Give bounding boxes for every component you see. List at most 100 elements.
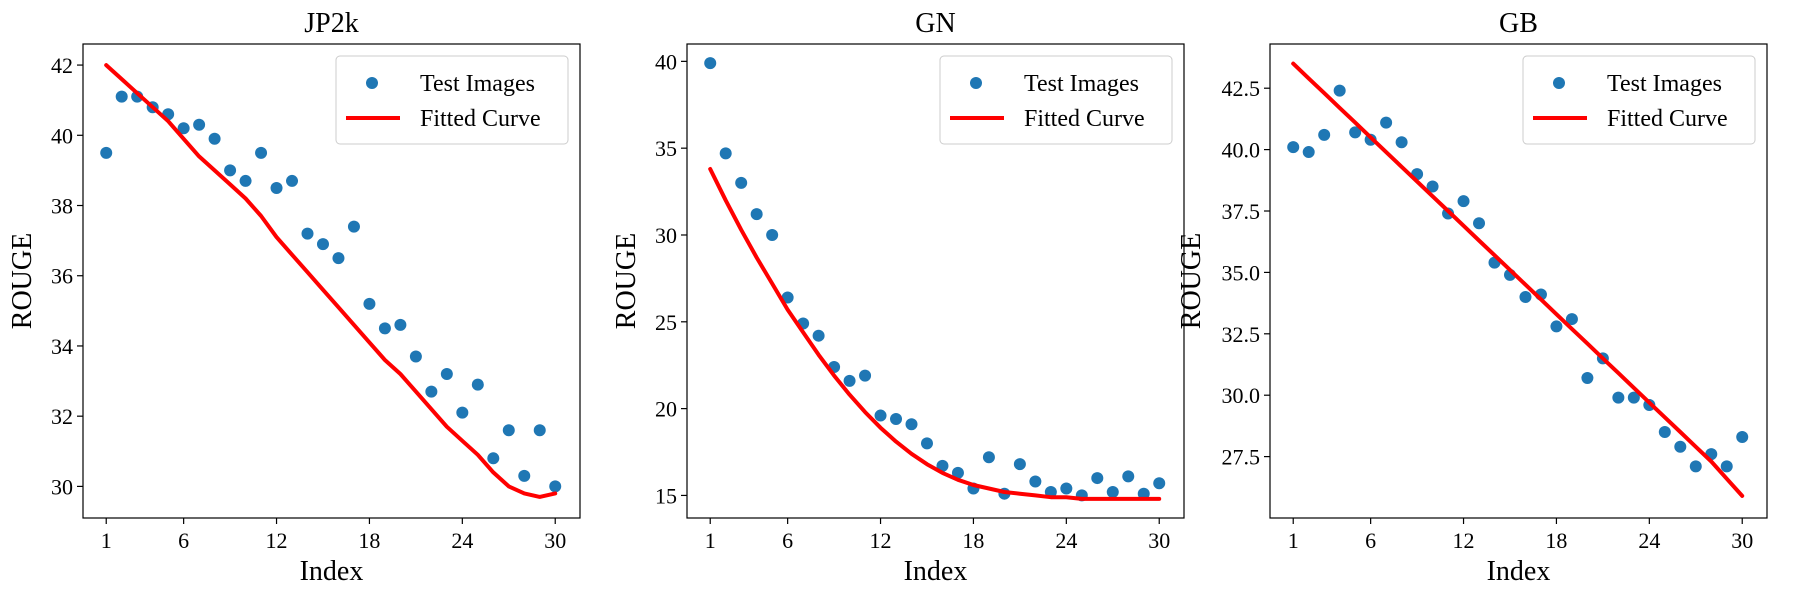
chart-title: JP2k — [304, 8, 358, 39]
data-point — [394, 318, 407, 331]
data-point — [874, 409, 887, 422]
x-tick-label: 6 — [178, 528, 189, 553]
data-point — [1091, 472, 1104, 485]
fitted-curve-line — [708, 167, 1162, 501]
legend-label-curve: Fitted Curve — [420, 106, 541, 132]
data-point — [1333, 84, 1346, 97]
plot-frame — [686, 43, 1185, 519]
data-point — [502, 424, 515, 437]
y-tick-label: 25 — [655, 310, 677, 335]
y-tick-label: 40 — [51, 123, 73, 148]
x-tick-label: 12 — [266, 528, 288, 553]
y-tick-label: 20 — [655, 397, 677, 422]
data-point — [1581, 372, 1594, 385]
legend-label-curve: Fitted Curve — [1607, 106, 1728, 132]
x-tick-label: 12 — [1453, 528, 1475, 553]
legend-box — [939, 55, 1173, 145]
data-point — [1106, 485, 1119, 498]
data-point — [316, 238, 329, 251]
data-point — [1689, 460, 1702, 473]
y-tick-label: 38 — [51, 194, 73, 219]
plot-frame — [1269, 43, 1768, 519]
x-tick-label: 6 — [782, 528, 793, 553]
y-tick-label: 36 — [51, 264, 73, 289]
fitted-curve-line — [1291, 61, 1745, 498]
x-tick-label: 1 — [705, 528, 716, 553]
legend-marker-points — [366, 77, 378, 89]
y-tick-label: 40.0 — [1222, 138, 1261, 163]
legend-label-points: Test Images — [1024, 71, 1139, 97]
data-point — [1674, 440, 1687, 453]
data-point — [425, 385, 438, 398]
data-point — [951, 466, 964, 479]
chart-panel-2: GB 1 6 12 18 24 30 27.5 30.0 32.5 35.0 37.5 40.0 42.5… — [1176, 8, 1768, 587]
data-point — [1349, 126, 1362, 139]
data-point — [347, 220, 360, 233]
data-point — [440, 368, 453, 381]
data-point — [487, 452, 500, 465]
legend-label-points: Test Images — [1607, 71, 1722, 97]
data-point — [1457, 195, 1470, 208]
data-point — [1302, 146, 1315, 159]
data-point — [409, 350, 422, 363]
data-point — [890, 413, 903, 426]
data-point — [1473, 217, 1486, 230]
x-tick-label: 30 — [544, 528, 566, 553]
data-point — [982, 451, 995, 464]
y-axis-label: ROUGE — [7, 233, 38, 329]
y-tick-label: 30 — [655, 223, 677, 248]
y-tick-label: 15 — [655, 483, 677, 508]
data-point — [255, 146, 268, 159]
data-point — [549, 480, 562, 493]
data-point — [224, 164, 237, 177]
x-tick-label: 24 — [451, 528, 473, 553]
data-point — [239, 174, 252, 187]
data-point — [286, 174, 299, 187]
legend-marker-points — [1553, 77, 1565, 89]
x-axis-label: Index — [904, 556, 968, 587]
data-point — [177, 122, 190, 135]
y-tick-label: 40 — [655, 49, 677, 74]
x-tick-label: 6 — [1365, 528, 1376, 553]
y-tick-label: 27.5 — [1222, 445, 1261, 470]
x-tick-label: 24 — [1055, 528, 1077, 553]
data-point — [843, 374, 856, 387]
legend-box — [1522, 55, 1756, 145]
chart-panel-0: JP2k 1 6 12 18 24 30 30 32 34 36 38 40 42 Index ROUGE Te… — [7, 8, 581, 587]
data-point — [1550, 320, 1563, 333]
data-point — [1519, 290, 1532, 303]
x-tick-label: 18 — [358, 528, 380, 553]
data-point — [1318, 128, 1331, 141]
data-point — [1426, 180, 1439, 193]
data-point — [1565, 313, 1578, 326]
data-point — [1395, 136, 1408, 149]
chart-panel-1: GN 1 6 12 18 24 30 15 20 25 30 35 40 Index ROUGE Test I… — [611, 8, 1185, 587]
x-tick-label: 30 — [1731, 528, 1753, 553]
x-tick-label: 12 — [870, 528, 892, 553]
y-tick-label: 30.0 — [1222, 383, 1261, 408]
data-point — [1013, 458, 1026, 471]
data-point — [1380, 116, 1393, 129]
data-point — [533, 424, 546, 437]
x-tick-label: 24 — [1638, 528, 1660, 553]
data-point — [1122, 470, 1135, 483]
data-point — [100, 146, 113, 159]
data-point — [920, 437, 933, 450]
data-point — [332, 252, 345, 265]
data-point — [1287, 141, 1300, 154]
chart-title: GN — [915, 8, 955, 39]
data-point — [1137, 487, 1150, 500]
legend-marker-points — [970, 77, 982, 89]
y-tick-label: 37.5 — [1222, 199, 1261, 224]
fitted-curve-line — [104, 63, 558, 499]
x-tick-label: 1 — [1288, 528, 1299, 553]
data-point — [1060, 482, 1073, 495]
y-axis-label: ROUGE — [611, 233, 642, 329]
data-point — [1736, 430, 1749, 443]
x-axis-label: Index — [300, 556, 364, 587]
data-point — [1627, 391, 1640, 404]
y-tick-label: 34 — [51, 334, 73, 359]
data-point — [1029, 475, 1042, 488]
data-point — [363, 297, 376, 310]
x-tick-label: 18 — [962, 528, 984, 553]
